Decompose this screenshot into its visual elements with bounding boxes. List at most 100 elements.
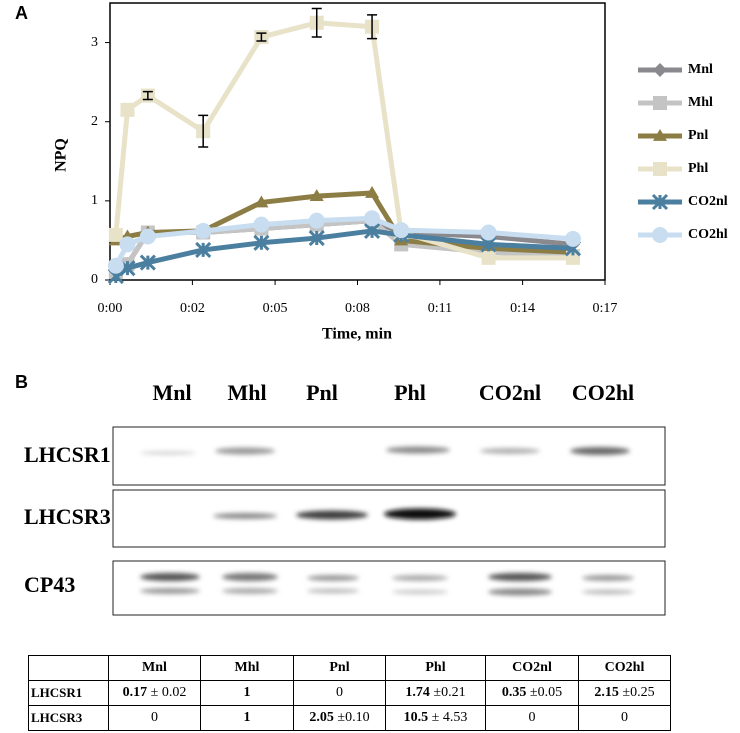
band [215, 447, 275, 455]
marker [253, 216, 270, 233]
lane-label: Mnl [152, 380, 191, 405]
band [307, 588, 359, 594]
marker [308, 229, 325, 247]
band [570, 447, 630, 455]
column-header: Pnl [293, 655, 386, 681]
y-tick-label: 1 [91, 193, 98, 208]
marker [653, 63, 667, 77]
column-header: CO2nl [485, 655, 579, 681]
marker [652, 227, 668, 243]
marker [309, 189, 324, 202]
band [140, 588, 200, 594]
table-cell: 10.5 ± 4.53 [385, 705, 486, 731]
header-row: Mnl Mhl Pnl Phl CO2nl CO2hl [28, 655, 671, 681]
plot: 0 1 2 3 0:00 0:02 0:05 0:08 0:11 0:14 0:17 [91, 7, 618, 316]
x-tick-label: 0:02 [180, 301, 205, 316]
column-header: CO2hl [578, 655, 671, 681]
y-tick-label: 2 [91, 114, 98, 129]
blot-row-label: LHCSR3 [24, 504, 111, 529]
column-header: Phl [385, 655, 486, 681]
cell-value: 1 [243, 685, 251, 700]
marker [564, 230, 581, 247]
x-axis-label: Time, min [322, 326, 392, 343]
y-axis-label: NPQ [53, 138, 70, 172]
blot-row-labels: LHCSR1 LHCSR3 CP43 [24, 442, 111, 597]
x-tick-label: 0:05 [263, 301, 288, 316]
x-tick-label: 0:08 [345, 301, 370, 316]
band [140, 451, 196, 455]
band [480, 448, 540, 454]
marker [653, 96, 667, 110]
series-line [114, 218, 574, 275]
marker [139, 254, 156, 271]
lane-label: CO2hl [572, 380, 634, 405]
row-label: LHCSR1 [28, 680, 109, 706]
cell-value: 0 [151, 710, 158, 725]
lane-labels: Mnl Mhl Pnl Phl CO2nl CO2hl [152, 380, 634, 405]
band [488, 573, 552, 581]
marker [120, 102, 135, 117]
table-row: LHCSR1 0.17 ± 0.02 1 0 1.74 ±0.21 0.35 ±0.05 2… [28, 680, 671, 706]
band [582, 589, 634, 595]
bands [140, 446, 634, 596]
blot-box [112, 489, 666, 548]
marker [253, 234, 270, 251]
table-cell: 0 [485, 705, 579, 731]
column-header: Mnl [108, 655, 201, 681]
table-cell: 1 [200, 705, 294, 731]
x-tick-label: 0:11 [428, 301, 452, 316]
quantification-table: Mnl Mhl Pnl Phl CO2nl CO2hl LHCSR1 0.17 ± 0.02 1… [28, 655, 671, 731]
band [386, 446, 450, 454]
marker [195, 241, 212, 258]
band [488, 588, 552, 596]
legend-label: Mhl [688, 95, 713, 110]
legend: Mnl Mhl Pnl Phl CO2nl CO2hl [638, 62, 728, 243]
lane-label: Mhl [227, 380, 266, 405]
cell-error: ±0.05 [529, 685, 563, 700]
x-tick-label: 0:17 [593, 301, 618, 316]
band [384, 508, 456, 520]
marker [565, 250, 580, 265]
cell-error: ±0.25 [622, 685, 655, 700]
error-bar [198, 114, 209, 148]
error-bar [142, 90, 153, 101]
marker [139, 228, 156, 245]
error-bar [256, 32, 267, 42]
cell-value: 0.17 [122, 685, 148, 700]
cell-error: ± 4.53 [431, 710, 468, 725]
band [582, 575, 634, 581]
band [392, 575, 448, 581]
marker [254, 195, 269, 208]
table-cell: 0 [293, 680, 386, 706]
cell-error: ±0.10 [337, 710, 370, 725]
panel-label: B [15, 372, 28, 392]
corner-cell [28, 655, 109, 681]
legend-label: Phl [688, 161, 708, 176]
band [222, 588, 278, 594]
cell-value: 1 [243, 710, 251, 725]
legend-label: CO2hl [688, 227, 728, 242]
cell-value: 2.15 [594, 685, 619, 700]
blot-box [112, 560, 666, 616]
marker [108, 227, 123, 242]
legend-label: Mnl [688, 62, 713, 77]
marker [393, 222, 410, 239]
cell-value: 1.74 [405, 685, 430, 700]
table-cell: 1.74 ±0.21 [385, 680, 486, 706]
marker [480, 224, 497, 241]
y-tick-label: 3 [91, 35, 98, 50]
error-bar [311, 7, 322, 38]
marker [365, 185, 380, 198]
blot-row-label: CP43 [24, 572, 75, 597]
legend-label: CO2nl [688, 194, 728, 209]
error-bar [367, 14, 378, 40]
marker [653, 129, 667, 141]
table-row: LHCSR3 0 1 2.05 ±0.10 10.5 ± 4.53 0 0 [28, 705, 671, 731]
table-cell: 0.17 ± 0.02 [108, 680, 201, 706]
band [222, 573, 278, 581]
cell-value: 0 [621, 710, 628, 725]
series-line [113, 215, 574, 267]
panel-label: A [15, 3, 28, 23]
blot-box [112, 426, 666, 486]
